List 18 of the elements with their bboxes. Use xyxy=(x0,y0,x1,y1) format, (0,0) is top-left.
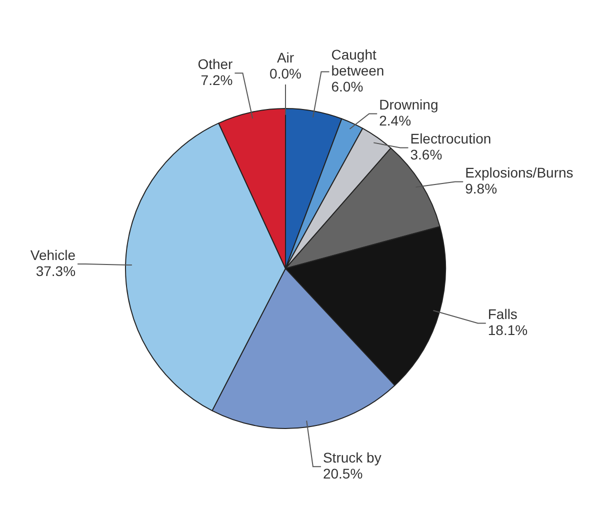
category-label: Air xyxy=(276,49,294,66)
data-label: 18.1% xyxy=(488,322,528,338)
slice-label: Electrocution xyxy=(410,130,492,147)
slice-label: Caught between xyxy=(331,46,384,79)
slice-label: Other xyxy=(198,56,234,72)
data-label: 6.0% xyxy=(331,78,364,95)
slice-label: Drowning xyxy=(379,96,438,113)
slice-label: Struck by xyxy=(322,449,382,466)
slice-label: Vehicle xyxy=(30,246,76,263)
data-label: 37.3% xyxy=(36,262,76,279)
data-label: 3.6% xyxy=(410,146,442,163)
data-label: 2.4% xyxy=(379,112,412,129)
text: 0.0% xyxy=(270,65,302,82)
data-label: 9.8% xyxy=(465,180,498,197)
slice-label: Falls xyxy=(488,306,518,322)
slice-label: Explosions/Burns xyxy=(465,164,574,181)
data-label: 20.5% xyxy=(322,465,363,482)
data-label: 7.2% xyxy=(200,72,233,88)
